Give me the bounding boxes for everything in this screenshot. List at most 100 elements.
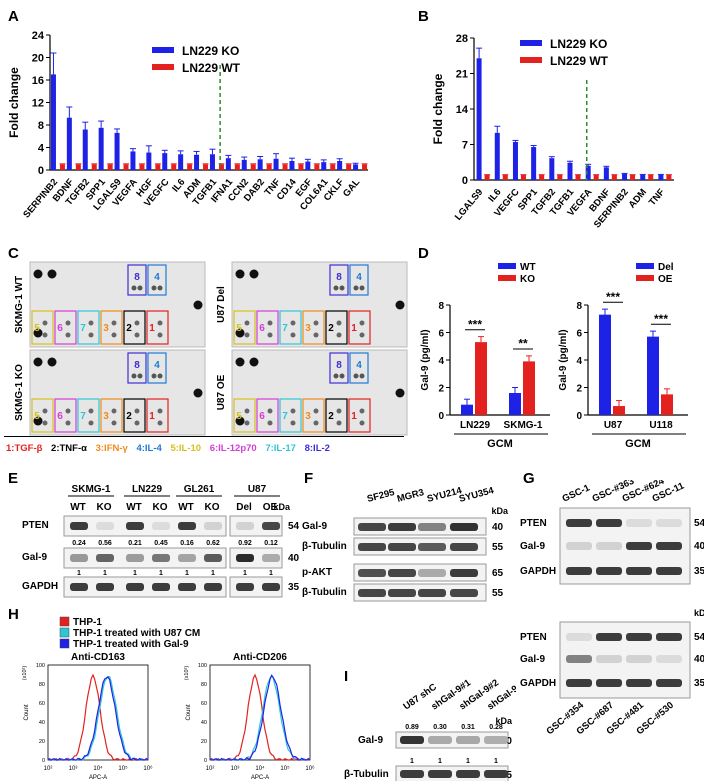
cytokine-dot	[339, 285, 345, 291]
reference-dot	[47, 357, 57, 367]
legend-swatch	[59, 616, 70, 627]
blot-row-label: Gal-9	[520, 654, 545, 665]
legend-label: THP-1 treated with U87 CM	[73, 628, 200, 639]
cytokine-legend-item: 1:TGF-β	[6, 443, 46, 454]
kda-value: 40	[288, 553, 300, 564]
cytokine-dot	[290, 332, 296, 338]
x-tick-label: 10³	[69, 766, 78, 772]
blot-band	[236, 554, 254, 562]
y-tick-label: 0	[438, 411, 444, 422]
dot-blot-membrane	[29, 349, 206, 436]
blot-band	[126, 554, 144, 562]
bar-ko	[549, 158, 555, 180]
blot-band	[204, 554, 222, 562]
blot-band	[204, 522, 222, 530]
kda-value: 35	[694, 566, 704, 577]
cytokine-box	[256, 398, 279, 433]
blot-row-label: PTEN	[520, 518, 547, 529]
cytokine-number: 7	[80, 411, 86, 422]
blot-band	[566, 679, 592, 687]
y-tick-label: 8	[438, 301, 444, 312]
cytokine-box	[256, 310, 279, 345]
legend-label: THP-1 treated with Gal-9	[73, 639, 189, 650]
blot-band	[70, 522, 88, 530]
blot-band	[358, 569, 386, 577]
x-tick-label: 10⁴	[255, 765, 265, 772]
significance-marker: ***	[468, 317, 482, 331]
cytokine-number: 5	[236, 323, 242, 334]
y-tick-label: 0	[204, 758, 207, 764]
cytokine-dot	[151, 373, 157, 379]
blot-band	[596, 679, 622, 687]
blot-band	[626, 655, 652, 663]
blot-band	[626, 519, 652, 527]
blot-band	[566, 655, 592, 663]
bar-wt	[330, 164, 336, 170]
blot-row-label: Gal-9	[520, 541, 545, 552]
bar-ko	[241, 159, 247, 170]
cytokine-dot	[134, 332, 140, 338]
lane-label: Del	[236, 502, 252, 513]
cytokine-dot	[111, 420, 117, 426]
cell-line-label: LN229	[132, 484, 162, 495]
blot-band	[204, 583, 222, 591]
blot-band	[450, 543, 478, 551]
bar-wt	[630, 174, 636, 180]
blot-band	[96, 554, 114, 562]
bar-ko	[289, 161, 295, 170]
cytokine-number: 6	[57, 323, 63, 334]
cytokine-dot	[313, 320, 319, 326]
cytokine-number: 6	[259, 411, 265, 422]
bar-ko	[585, 165, 591, 180]
blot-band	[656, 655, 682, 663]
cytokine-dot	[111, 332, 117, 338]
blot-band	[450, 589, 478, 597]
lane-label: SF295	[366, 487, 397, 505]
reference-dot	[33, 416, 43, 426]
y-tick-label: 20	[32, 53, 44, 65]
cytokine-dot	[244, 320, 250, 326]
panel-c-legend-divider	[4, 436, 404, 437]
quant-value: 1	[466, 758, 470, 765]
cytokine-legend-item: 4:IL-4	[136, 443, 165, 454]
y-tick-label: 21	[456, 69, 468, 81]
cytokine-box	[146, 398, 169, 433]
x-tick-label: 10³	[231, 766, 240, 772]
bar-wt	[218, 164, 224, 170]
blot-band	[566, 519, 592, 527]
cytokine-number: 1	[351, 323, 357, 334]
bar-ko	[162, 153, 168, 170]
category-label: TNF	[647, 187, 667, 208]
cytokine-dot	[339, 373, 345, 379]
cytokine-dot	[157, 408, 163, 414]
reference-dot	[193, 388, 203, 398]
lane-label: WT	[178, 502, 194, 513]
bar-ko	[209, 154, 215, 170]
bar	[475, 342, 487, 415]
panel-label-e: E	[8, 470, 19, 487]
legend-label: WT	[520, 262, 536, 273]
cytokine-dot	[157, 373, 163, 379]
cytokine-box	[329, 264, 349, 296]
blot-membrane	[229, 515, 283, 537]
cytokine-number: 7	[80, 323, 86, 334]
cytokine-number: 1	[351, 411, 357, 422]
blot-band	[484, 736, 508, 744]
cytokine-dot	[336, 420, 342, 426]
bar-ko	[567, 162, 573, 180]
blot-band	[418, 569, 446, 577]
reference-dot	[395, 300, 405, 310]
blot-band	[400, 736, 424, 744]
blot-band	[70, 554, 88, 562]
cytokine-box	[349, 264, 369, 296]
cytokine-dot	[88, 320, 94, 326]
panel-label-d: D	[418, 245, 429, 262]
panel-c-legend: 1:TGF-β 2:TNF-α 3:IFN-γ 4:IL-4 5:IL-10 6…	[6, 443, 336, 454]
lane-label: WT	[70, 502, 86, 513]
y-tick-label: 8	[576, 301, 582, 312]
blot-band	[262, 522, 280, 530]
bar-wt	[266, 164, 272, 170]
blot-band	[596, 519, 622, 527]
blot-band	[626, 633, 652, 641]
blot-band	[418, 543, 446, 551]
